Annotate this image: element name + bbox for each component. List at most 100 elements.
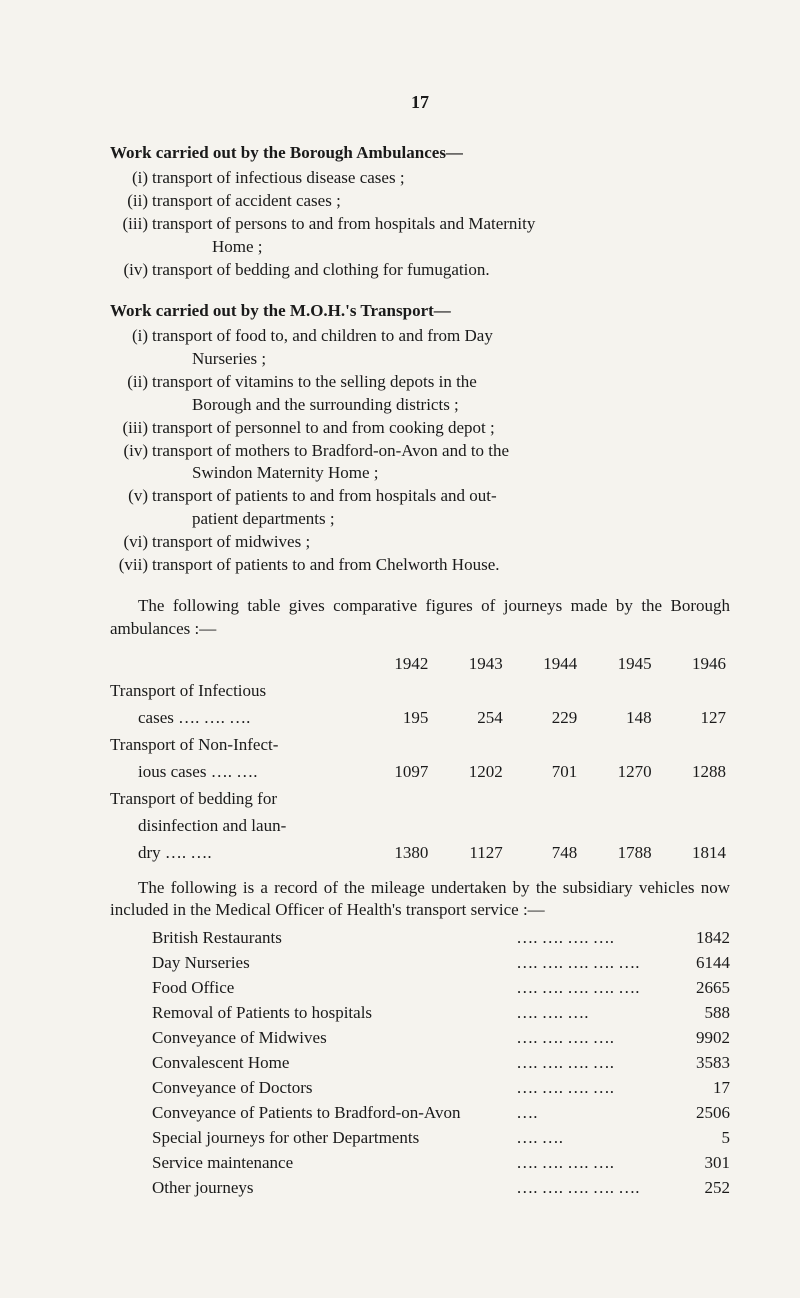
item-marker: (vi) <box>110 531 148 554</box>
dots: …. …. …. …. <box>515 926 660 951</box>
dots: …. …. …. …. …. <box>515 1176 660 1201</box>
item-text: transport of patients to and from Chelwo… <box>152 555 500 574</box>
item-text: transport of midwives ; <box>152 532 310 551</box>
cell: 1202 <box>432 759 506 786</box>
item-text: transport of bedding and clothing for fu… <box>152 260 490 279</box>
item-cont: Borough and the surrounding districts ; <box>152 395 459 414</box>
dots: …. …. …. …. …. <box>515 951 660 976</box>
mileage-value: 2665 <box>660 976 730 1001</box>
mileage-label: Conveyance of Doctors <box>110 1076 515 1101</box>
cell: 1288 <box>656 759 730 786</box>
row-label: dry …. …. <box>110 840 358 867</box>
mileage-value: 1842 <box>660 926 730 951</box>
table-row: Transport of Non-Infect- <box>110 732 730 759</box>
comparative-table: 1942 1943 1944 1945 1946 Transport of In… <box>110 651 730 867</box>
item-text: transport of infectious disease cases ; <box>152 168 405 187</box>
item-marker: (i) <box>110 325 148 348</box>
mileage-value: 588 <box>660 1001 730 1026</box>
row-label: Transport of bedding for <box>110 786 730 813</box>
list-item: (vi)transport of midwives ; <box>152 531 730 554</box>
mileage-label: Removal of Patients to hospitals <box>110 1001 515 1026</box>
item-marker: (ii) <box>110 190 148 213</box>
list-item: (ii)transport of vitamins to the selling… <box>152 371 730 417</box>
table-row: disinfection and laun- <box>110 813 730 840</box>
table-row: Transport of bedding for <box>110 786 730 813</box>
item-text: transport of personnel to and from cooki… <box>152 418 495 437</box>
mileage-label: Special journeys for other Departments <box>110 1126 515 1151</box>
item-marker: (vii) <box>110 554 148 577</box>
dots: …. …. <box>515 1126 660 1151</box>
cell: 701 <box>507 759 581 786</box>
mileage-row: Special journeys for other Departments….… <box>110 1126 730 1151</box>
cell: 1127 <box>432 840 506 867</box>
mileage-label: Conveyance of Midwives <box>110 1026 515 1051</box>
mileage-value: 5 <box>660 1126 730 1151</box>
item-marker: (ii) <box>110 371 148 394</box>
item-cont: Home ; <box>152 237 263 256</box>
item-text: transport of food to, and children to an… <box>152 326 493 345</box>
mileage-row: Conveyance of Patients to Bradford-on-Av… <box>110 1101 730 1126</box>
mileage-label: Conveyance of Patients to Bradford-on-Av… <box>110 1101 515 1126</box>
item-text: transport of mothers to Bradford-on-Avon… <box>152 441 509 460</box>
mileage-row: Day Nurseries…. …. …. …. ….6144 <box>110 951 730 976</box>
row-label: Transport of Infectious <box>110 678 730 705</box>
row-label: cases …. …. …. <box>110 705 358 732</box>
item-text: transport of persons to and from hospita… <box>152 214 535 233</box>
item-marker: (iv) <box>110 259 148 282</box>
mileage-row: Other journeys…. …. …. …. ….252 <box>110 1176 730 1201</box>
mileage-label: British Restaurants <box>110 926 515 951</box>
mileage-value: 2506 <box>660 1101 730 1126</box>
row-label: Transport of Non-Infect- <box>110 732 730 759</box>
row-label: disinfection and laun- <box>110 813 730 840</box>
item-cont: patient departments ; <box>152 509 335 528</box>
cell: 229 <box>507 705 581 732</box>
mileage-row: Conveyance of Doctors…. …. …. ….17 <box>110 1076 730 1101</box>
mileage-row: Convalescent Home…. …. …. ….3583 <box>110 1051 730 1076</box>
mileage-label: Other journeys <box>110 1176 515 1201</box>
list-item: (iv)transport of mothers to Bradford-on-… <box>152 440 730 486</box>
table-row: ious cases …. …. 1097 1202 701 1270 1288 <box>110 759 730 786</box>
list-item: (iv)transport of bedding and clothing fo… <box>152 259 730 282</box>
mileage-row: British Restaurants…. …. …. ….1842 <box>110 926 730 951</box>
item-text: transport of accident cases ; <box>152 191 341 210</box>
list-item: (i)transport of infectious disease cases… <box>152 167 730 190</box>
item-cont: Nurseries ; <box>152 349 266 368</box>
year-header: 1942 <box>358 651 432 678</box>
table-intro: The following table gives comparative fi… <box>110 595 730 641</box>
cell: 1788 <box>581 840 655 867</box>
item-marker: (iv) <box>110 440 148 463</box>
mileage-table: British Restaurants…. …. …. ….1842 Day N… <box>110 926 730 1200</box>
mileage-label: Food Office <box>110 976 515 1001</box>
section-b-title: Work carried out by the M.O.H.'s Transpo… <box>110 300 730 323</box>
mileage-row: Conveyance of Midwives…. …. …. ….9902 <box>110 1026 730 1051</box>
mileage-row: Service maintenance…. …. …. ….301 <box>110 1151 730 1176</box>
table-header-row: 1942 1943 1944 1945 1946 <box>110 651 730 678</box>
mileage-row: Removal of Patients to hospitals…. …. ….… <box>110 1001 730 1026</box>
cell: 748 <box>507 840 581 867</box>
mileage-intro: The following is a record of the mileage… <box>110 877 730 923</box>
dots: …. …. …. …. …. <box>515 976 660 1001</box>
mileage-label: Service maintenance <box>110 1151 515 1176</box>
mileage-label: Day Nurseries <box>110 951 515 976</box>
mileage-value: 6144 <box>660 951 730 976</box>
cell: 254 <box>432 705 506 732</box>
cell: 127 <box>656 705 730 732</box>
list-item: (iii)transport of personnel to and from … <box>152 417 730 440</box>
mileage-value: 252 <box>660 1176 730 1201</box>
year-header: 1946 <box>656 651 730 678</box>
list-item: (vii)transport of patients to and from C… <box>152 554 730 577</box>
dots: …. …. …. …. <box>515 1026 660 1051</box>
list-item: (v)transport of patients to and from hos… <box>152 485 730 531</box>
mileage-row: Food Office…. …. …. …. ….2665 <box>110 976 730 1001</box>
table-row: cases …. …. …. 195 254 229 148 127 <box>110 705 730 732</box>
cell: 148 <box>581 705 655 732</box>
list-item: (i)transport of food to, and children to… <box>152 325 730 371</box>
page-number: 17 <box>110 90 730 114</box>
year-header: 1945 <box>581 651 655 678</box>
section-a-title: Work carried out by the Borough Ambulanc… <box>110 142 730 165</box>
item-marker: (i) <box>110 167 148 190</box>
mileage-label: Convalescent Home <box>110 1051 515 1076</box>
mileage-value: 3583 <box>660 1051 730 1076</box>
list-item: (ii)transport of accident cases ; <box>152 190 730 213</box>
item-cont: Swindon Maternity Home ; <box>152 463 379 482</box>
